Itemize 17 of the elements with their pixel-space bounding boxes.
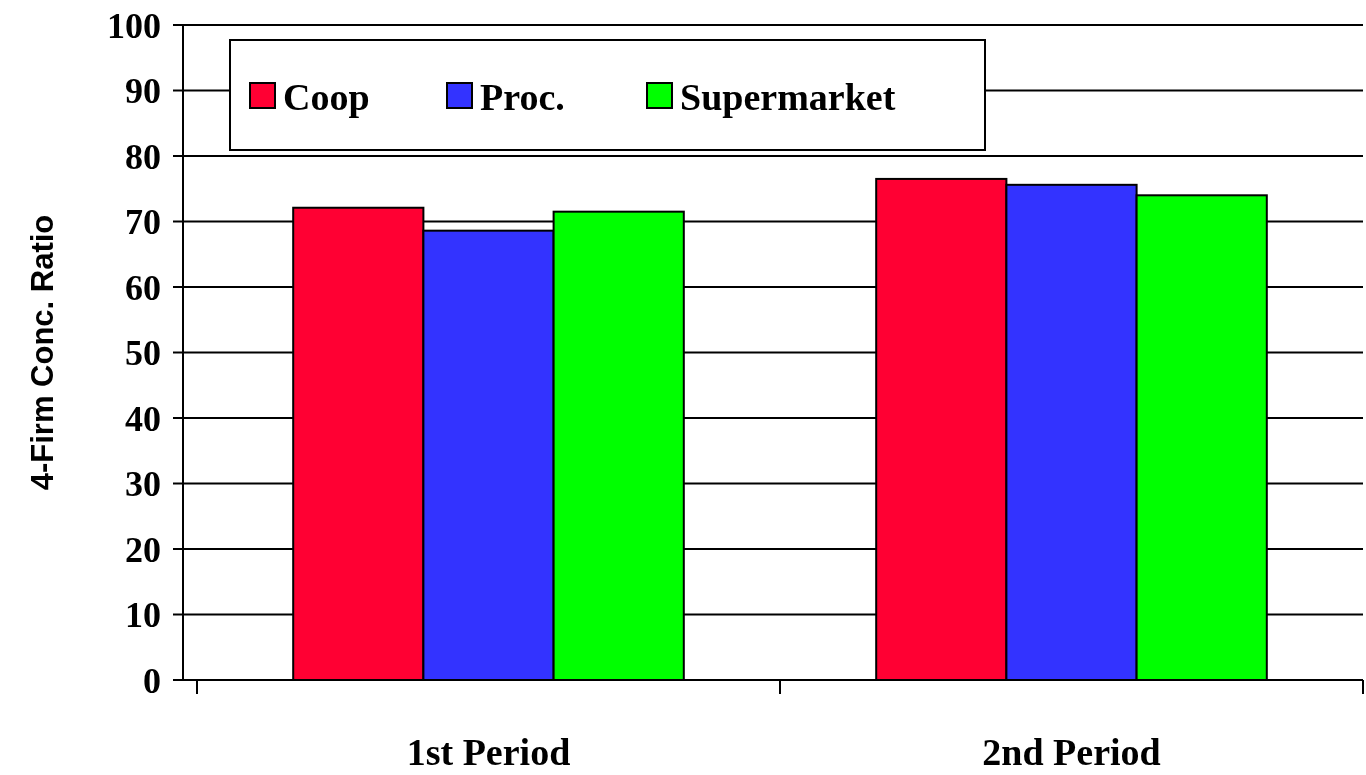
legend-label: Supermarket <box>680 76 896 119</box>
y-tick-label: 50 <box>125 333 161 374</box>
y-tick-label: 10 <box>125 595 161 636</box>
x-tick-label: 1st Period <box>406 731 571 774</box>
legend-label: Proc. <box>480 76 565 119</box>
y-tick-label: 0 <box>143 660 161 701</box>
y-tick-label: 80 <box>125 136 161 177</box>
legend-label: Coop <box>283 76 370 119</box>
y-tick-label: 90 <box>125 71 161 112</box>
y-tick-label: 60 <box>125 267 161 308</box>
y-tick-label: 20 <box>125 529 161 570</box>
y-tick-label: 70 <box>125 202 161 243</box>
x-tick-label: 2nd Period <box>982 731 1161 774</box>
y-tick-label: 30 <box>125 464 161 505</box>
y-tick-label: 100 <box>107 5 161 46</box>
y-axis-title: 4-Firm Conc. Ratio <box>24 214 60 491</box>
y-tick-label: 40 <box>125 398 161 439</box>
